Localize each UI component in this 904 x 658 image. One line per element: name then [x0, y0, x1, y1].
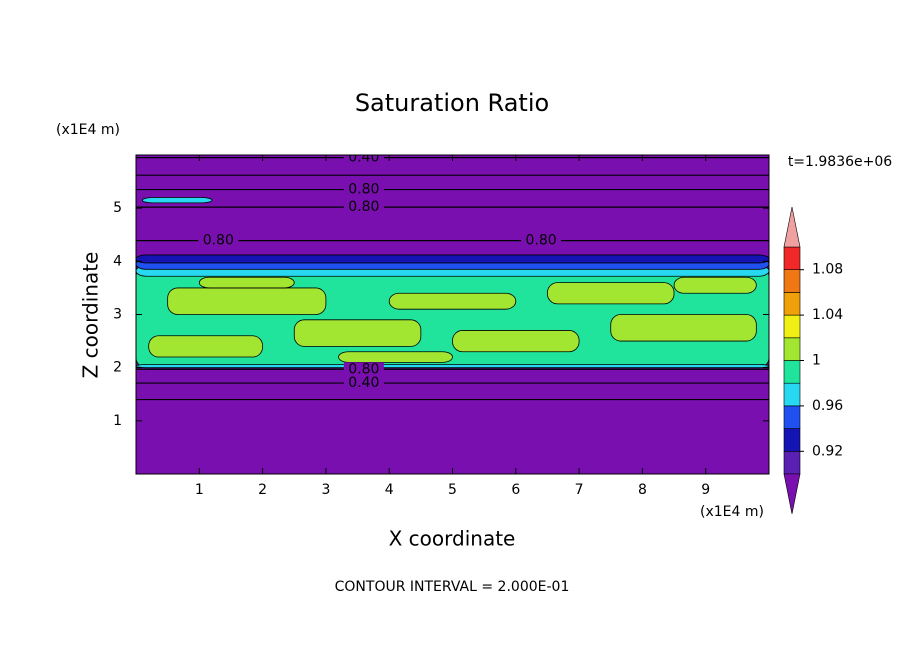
colorbar-label: 1.04: [812, 307, 843, 323]
colorbar-label: 0.92: [812, 443, 843, 459]
y-unit: (x1E4 m): [56, 122, 120, 138]
contour-label-bg: [343, 376, 384, 391]
colorbar-label: 1: [812, 353, 821, 369]
x-tick-label: 2: [258, 482, 267, 498]
filled-region: [136, 254, 769, 264]
y-axis-title: Z coordinate: [79, 252, 103, 379]
colorbar-under: [783, 473, 801, 515]
colorbar-box: [783, 337, 801, 361]
contour-label: 0.40: [348, 375, 379, 391]
contour-label: 0.40: [348, 150, 379, 166]
colorbar-box: [783, 450, 801, 475]
colorbar-label: 1.08: [812, 262, 843, 278]
filled-region: [452, 330, 580, 353]
x-tick-label: 5: [448, 482, 457, 498]
colorbar-over: [783, 206, 801, 248]
filled-region: [388, 292, 517, 310]
x-tick-label: 3: [321, 482, 330, 498]
x-axis-title: X coordinate: [389, 527, 516, 551]
colorbar-box: [783, 314, 801, 339]
filled-region: [547, 282, 675, 305]
y-tick-label: 3: [113, 307, 122, 323]
footer: CONTOUR INTERVAL = 2.000E-01: [335, 579, 570, 595]
filled-region: [136, 364, 769, 369]
colorbar-box: [783, 269, 801, 293]
filled-region: [141, 197, 213, 204]
contour-label-bg: [521, 233, 562, 248]
x-tick-label: 4: [385, 482, 394, 498]
contour-label: 0.80: [203, 233, 234, 249]
colorbar-label: 0.96: [812, 398, 843, 414]
contour-label: 0.80: [348, 182, 379, 198]
filled-region: [610, 314, 757, 342]
y-tick-label: 1: [113, 413, 122, 429]
contour-label-bg: [343, 182, 384, 197]
x-tick-label: 9: [701, 482, 710, 498]
contour-label-bg: [343, 362, 384, 377]
time-label: t=1.9836e+06: [788, 154, 892, 170]
colorbar-box: [783, 428, 801, 452]
chart-title: Saturation Ratio: [355, 89, 549, 117]
colorbar-box: [783, 292, 801, 316]
colorbar-box: [783, 360, 801, 384]
filled-region: [148, 335, 264, 358]
filled-region: [198, 276, 295, 289]
colorbar-box: [783, 246, 801, 271]
field: 0.400.800.800.80 0.800.800.40: [136, 150, 769, 474]
contour-label: 0.80: [348, 199, 379, 215]
x-tick-label: 8: [638, 482, 647, 498]
x-tick-label: 7: [575, 482, 584, 498]
contour-label: 0.80: [348, 361, 379, 377]
filled-region: [673, 276, 757, 294]
colorbar-box: [783, 405, 801, 429]
x-tick-label: 6: [511, 482, 520, 498]
contour-label-bg: [198, 233, 239, 248]
x-tick-label: 1: [195, 482, 204, 498]
filled-region: [338, 351, 453, 363]
y-tick-label: 5: [113, 200, 122, 216]
filled-region: [293, 319, 422, 347]
overlay: 1 2 3 4 5 6 7 8 9 1 2 3 4 5 0.92 0.96 1 1.04 1.08: [113, 154, 843, 515]
y-tick-label: 2: [113, 360, 122, 376]
colorbar-box: [783, 382, 801, 407]
contour-label-bg: [343, 155, 384, 165]
filled-region: [167, 287, 327, 315]
y-tick-label: 4: [113, 253, 122, 269]
contour-label-bg: [343, 200, 384, 215]
contour-label: 0.80: [526, 233, 557, 249]
x-unit: (x1E4 m): [700, 504, 764, 520]
